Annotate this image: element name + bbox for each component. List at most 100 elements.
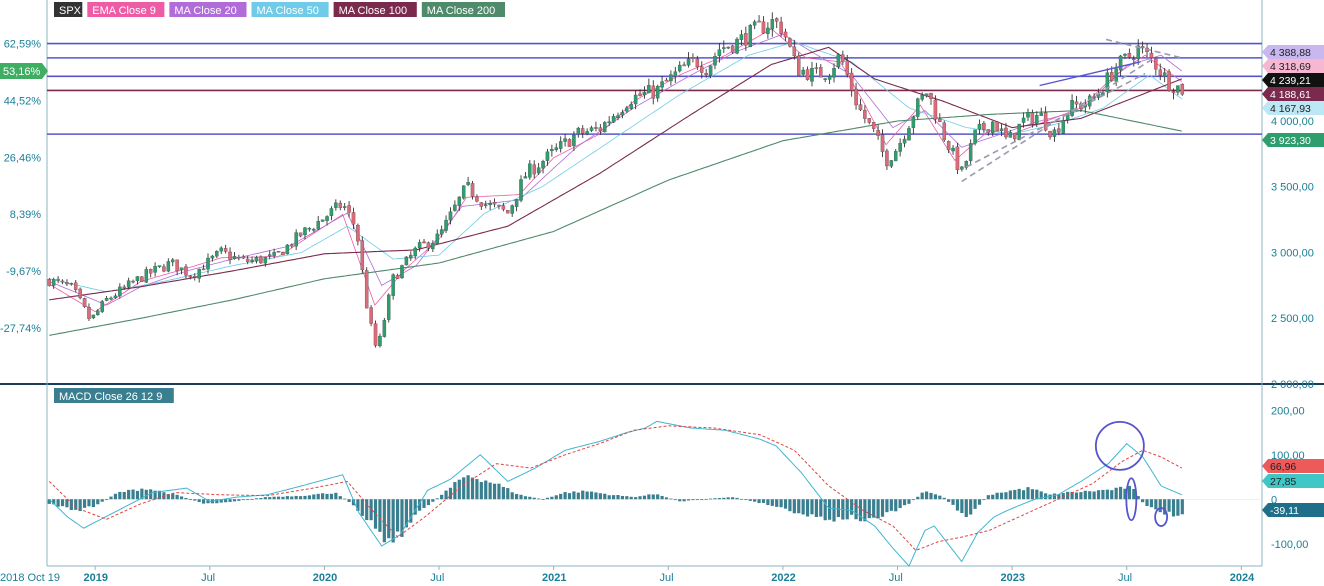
candle[interactable]: [532, 160, 536, 179]
candle[interactable]: [51, 277, 56, 289]
candle[interactable]: [140, 276, 144, 283]
candle[interactable]: [470, 180, 475, 200]
candle[interactable]: [550, 144, 554, 157]
candle[interactable]: [387, 293, 391, 323]
candle[interactable]: [814, 62, 819, 74]
candle[interactable]: [439, 225, 444, 238]
candle[interactable]: [448, 207, 453, 225]
candle[interactable]: [1030, 109, 1035, 128]
candle[interactable]: [973, 129, 977, 146]
legend-item[interactable]: MA Close 20: [169, 2, 247, 17]
candle[interactable]: [920, 92, 924, 102]
candle[interactable]: [563, 133, 567, 147]
candle[interactable]: [250, 256, 254, 264]
candle[interactable]: [682, 61, 686, 67]
candle[interactable]: [700, 61, 704, 79]
candle[interactable]: [880, 129, 885, 158]
candle[interactable]: [968, 139, 973, 166]
annotation-oval[interactable]: [1125, 477, 1138, 522]
candle[interactable]: [400, 264, 404, 279]
legend[interactable]: SPX EMA Close 9 MA Close 20 MA Close 50 MA C…: [54, 2, 505, 403]
candle[interactable]: [845, 54, 849, 78]
candle[interactable]: [219, 246, 223, 255]
candle[interactable]: [382, 317, 387, 338]
candle[interactable]: [1021, 112, 1026, 128]
candle[interactable]: [1154, 57, 1158, 76]
candle[interactable]: [1123, 53, 1127, 60]
candle[interactable]: [907, 125, 911, 141]
candle[interactable]: [307, 227, 312, 232]
candle[interactable]: [933, 95, 938, 124]
candle[interactable]: [73, 280, 78, 293]
candle[interactable]: [162, 263, 166, 273]
candle[interactable]: [642, 86, 647, 99]
candle[interactable]: [56, 276, 60, 284]
candle[interactable]: [65, 279, 69, 287]
candle[interactable]: [774, 17, 779, 29]
candle[interactable]: [184, 264, 188, 279]
candle[interactable]: [942, 120, 946, 142]
trendline[interactable]: [1105, 38, 1182, 59]
candle[interactable]: [541, 159, 545, 174]
annotation-circle[interactable]: [1094, 420, 1145, 471]
candle[interactable]: [497, 204, 501, 210]
candle[interactable]: [990, 120, 995, 137]
candle[interactable]: [409, 251, 413, 261]
candle[interactable]: [580, 125, 585, 138]
candle[interactable]: [320, 219, 325, 222]
candle[interactable]: [995, 121, 999, 132]
candle[interactable]: [695, 55, 700, 70]
candle[interactable]: [536, 162, 541, 175]
candle[interactable]: [453, 200, 457, 212]
candle[interactable]: [757, 15, 761, 23]
candle[interactable]: [885, 148, 889, 171]
candle[interactable]: [475, 194, 479, 203]
legend-item[interactable]: SPX: [54, 2, 83, 17]
candle[interactable]: [1057, 123, 1061, 136]
candle[interactable]: [841, 50, 845, 65]
candle[interactable]: [334, 199, 338, 211]
candle[interactable]: [325, 215, 329, 226]
legend-item[interactable]: MA Close 100: [333, 2, 417, 17]
candle[interactable]: [889, 159, 894, 168]
candle[interactable]: [717, 43, 722, 63]
legend-item[interactable]: EMA Close 9: [87, 2, 165, 17]
candle[interactable]: [175, 259, 179, 276]
candle[interactable]: [404, 256, 409, 266]
candle[interactable]: [823, 78, 827, 83]
trendline[interactable]: [965, 72, 1146, 168]
candle[interactable]: [1132, 55, 1136, 67]
candle[interactable]: [691, 53, 695, 63]
candle[interactable]: [312, 227, 316, 233]
candle[interactable]: [982, 121, 986, 133]
candle[interactable]: [792, 39, 797, 60]
candle[interactable]: [810, 61, 814, 87]
candle[interactable]: [655, 84, 660, 102]
candle[interactable]: [752, 19, 757, 30]
candle[interactable]: [347, 201, 351, 218]
candle[interactable]: [241, 254, 246, 260]
candle[interactable]: [364, 267, 369, 309]
candle[interactable]: [1039, 107, 1043, 116]
candle[interactable]: [620, 109, 625, 119]
candle[interactable]: [373, 320, 378, 348]
candle[interactable]: [360, 236, 365, 274]
candle[interactable]: [827, 73, 832, 85]
candle[interactable]: [457, 196, 462, 211]
candle[interactable]: [1136, 39, 1140, 65]
candle[interactable]: [263, 256, 268, 267]
candle[interactable]: [237, 254, 241, 261]
candle[interactable]: [201, 264, 206, 271]
candle[interactable]: [796, 52, 801, 76]
candle[interactable]: [78, 287, 82, 300]
candle[interactable]: [461, 185, 466, 200]
candle[interactable]: [779, 16, 783, 37]
candle[interactable]: [135, 276, 140, 285]
candle[interactable]: [938, 113, 942, 123]
candle[interactable]: [748, 23, 753, 48]
candle[interactable]: [118, 283, 122, 299]
candle[interactable]: [902, 135, 907, 148]
legend-item[interactable]: MA Close 200: [421, 2, 505, 17]
candle[interactable]: [739, 29, 744, 46]
candle[interactable]: [316, 216, 320, 230]
